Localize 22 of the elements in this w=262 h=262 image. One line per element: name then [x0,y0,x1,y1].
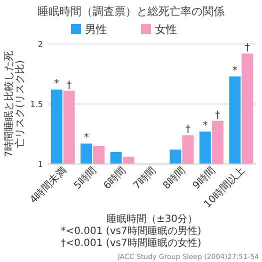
x-tick-label: 6時間 [101,164,128,192]
text: †<0.001 (vs7時間睡眠の女性) [60,237,202,249]
x-tick-label: 8時間 [160,164,188,192]
x-axis-title: 睡眠時間（±30分） [106,213,198,225]
data-label: † [185,124,190,136]
data-label: * [84,132,89,144]
y-tick-label: 1.5 [30,100,43,109]
data-label: * [232,65,238,76]
y-tick-label: 1 [38,160,43,169]
data-label: † [215,110,220,121]
y-axis-title: 7時間睡眠と比較した死亡リスク(リスク比) [3,50,26,158]
x-tick-label: 5時間 [72,164,99,192]
text: *<0.001 (vs7時間睡眠の男性) [60,225,202,237]
chart-title: 睡眠時間（調査票）と総死亡率の関係 [38,5,224,18]
data-label: † [66,80,72,91]
x-tick-label: 7時間 [130,164,158,192]
legend-label: 女性 [155,23,177,36]
data-label: * [202,120,208,132]
legend-label: 男性 [85,23,107,36]
data-label: * [54,78,60,90]
y-tick-label: 2 [38,40,43,49]
data-label: † [244,42,250,54]
